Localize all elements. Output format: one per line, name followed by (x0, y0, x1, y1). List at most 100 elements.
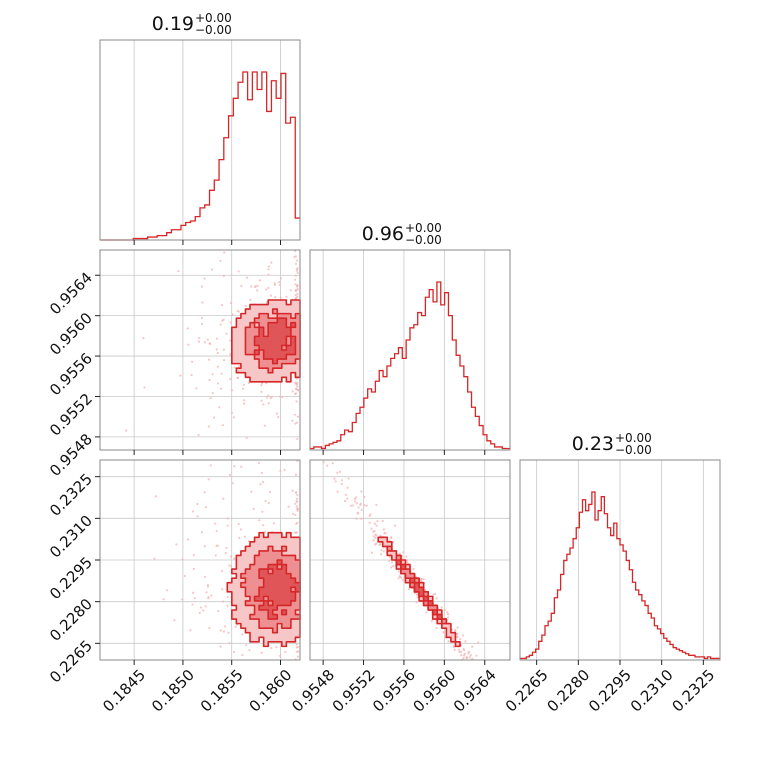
sample-point (203, 575, 207, 578)
sample-point (190, 360, 194, 363)
density-cell (268, 637, 274, 643)
density-cell (281, 300, 287, 305)
density-cell (259, 628, 264, 634)
sample-point (353, 500, 357, 503)
density-cell (272, 318, 278, 324)
sample-point (294, 491, 298, 494)
sample-point (244, 304, 247, 307)
density-cell (259, 345, 264, 351)
density-cell (263, 569, 269, 574)
sample-point (232, 416, 236, 419)
density-cell (240, 587, 246, 593)
sample-point (322, 461, 325, 464)
density-cell (268, 377, 274, 383)
sample-point (260, 382, 264, 385)
sample-point (291, 419, 294, 422)
density-cell (268, 309, 274, 314)
density-cell (268, 614, 274, 620)
density-cell (268, 350, 274, 355)
density-cell (268, 600, 274, 606)
density-cell (272, 354, 278, 360)
density-cell (432, 610, 438, 615)
sample-point (372, 539, 375, 542)
sample-point (206, 583, 210, 587)
sample-point (260, 399, 263, 402)
y-tick-label: 0.2265 (46, 637, 96, 687)
density-cell (286, 587, 292, 593)
sample-point (215, 348, 218, 351)
sample-point (458, 650, 461, 654)
density-cell (259, 541, 264, 547)
sample-point (231, 482, 234, 485)
density-cell (286, 309, 292, 314)
sample-point (261, 510, 264, 513)
density-cell (259, 573, 264, 579)
sample-point (468, 656, 471, 659)
sample-point (214, 522, 217, 525)
density-cell (290, 537, 296, 543)
density-cell (295, 555, 301, 561)
sample-point (230, 565, 233, 568)
density-cell (437, 610, 443, 615)
panel-0-0 (99, 39, 301, 245)
density-cell (290, 368, 296, 374)
density-cell (268, 546, 274, 552)
sample-point (275, 646, 278, 649)
density-cell (290, 596, 296, 602)
density-cell (290, 573, 296, 579)
density-cell (277, 619, 283, 624)
density-cell (268, 372, 274, 378)
sample-point (425, 611, 428, 614)
sample-point (381, 519, 384, 523)
density-cell (250, 363, 255, 369)
density-cell (272, 327, 278, 333)
sample-point (419, 579, 422, 582)
density-cell (295, 628, 301, 634)
density-cell (240, 555, 246, 561)
sample-point (394, 524, 397, 527)
density-cell (281, 550, 287, 556)
density-cell (231, 610, 237, 615)
density-cell (250, 322, 255, 328)
sample-point (368, 521, 371, 524)
density-cell (286, 318, 292, 324)
x-tick-label: 0.9548 (288, 666, 338, 716)
sample-point (208, 626, 211, 630)
sample-point (237, 270, 240, 273)
sample-point (279, 296, 282, 299)
density-cell (254, 637, 260, 643)
density-cell (295, 619, 301, 624)
sample-point (212, 416, 216, 419)
density-cell (286, 322, 292, 328)
title-value: 0.23 (572, 433, 614, 455)
sample-point (260, 651, 263, 654)
sample-point (270, 646, 273, 650)
sample-point (234, 625, 237, 628)
density-cell (236, 614, 242, 620)
density-cell (231, 336, 237, 342)
density-cell (259, 322, 264, 328)
density-cell (405, 564, 411, 570)
density-cell (290, 614, 296, 620)
density-cell (263, 614, 269, 620)
density-cell (254, 350, 260, 355)
density-cell (272, 600, 278, 606)
sample-point (200, 531, 203, 534)
density-cell (290, 350, 296, 355)
sample-point (360, 490, 363, 493)
density-cell (231, 327, 237, 333)
density-cell (259, 600, 264, 606)
sample-point (262, 403, 265, 406)
density-cell (295, 368, 301, 374)
density-cell (254, 591, 260, 597)
sample-point (193, 596, 196, 600)
density-cell (254, 309, 260, 314)
density-cell (263, 318, 269, 324)
density-cell (295, 336, 301, 342)
density-cell (250, 359, 255, 364)
density-cell (240, 596, 246, 602)
density-cell (254, 610, 260, 615)
sample-point (388, 559, 391, 562)
density-cell (441, 619, 447, 624)
sample-point (238, 536, 241, 540)
